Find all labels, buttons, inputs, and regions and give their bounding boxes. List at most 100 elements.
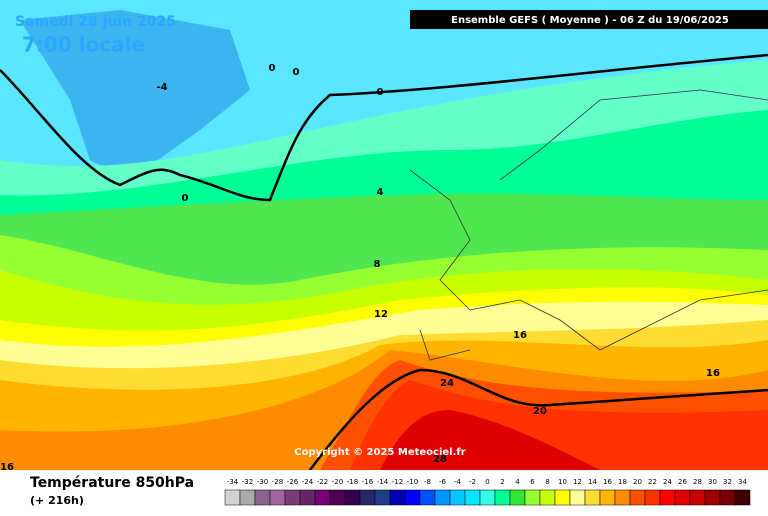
scale-swatch xyxy=(389,489,406,506)
scale-swatch xyxy=(254,489,271,506)
map: Ensemble GEFS ( Moyenne ) - 06 Z du 19/0… xyxy=(0,0,768,473)
scale-swatch xyxy=(359,489,376,506)
scale-label: -14 xyxy=(377,478,389,486)
scale-label: -6 xyxy=(439,478,447,486)
scale-label: -30 xyxy=(257,478,268,486)
scale-swatch xyxy=(464,489,481,506)
scale-swatch xyxy=(479,489,496,506)
contour-label: 16 xyxy=(513,330,527,341)
scale-label: -4 xyxy=(454,478,462,486)
scale-swatch xyxy=(644,489,661,506)
scale-swatch xyxy=(554,489,571,506)
scale-swatch xyxy=(584,489,601,506)
scale-label: -16 xyxy=(362,478,374,486)
greenland-cold xyxy=(20,10,250,180)
time-label: 7:00 locale xyxy=(22,33,145,57)
scale-swatch xyxy=(509,489,526,506)
scale-swatch xyxy=(239,489,256,506)
contour-line xyxy=(0,53,768,202)
scale-label: 14 xyxy=(588,478,597,486)
scale-swatch xyxy=(494,489,511,506)
scale-label: 10 xyxy=(558,478,567,486)
scale-swatch xyxy=(299,489,316,506)
contour-label: 12 xyxy=(374,309,388,320)
scale-label: 0 xyxy=(485,478,489,486)
scale-label: 24 xyxy=(663,478,672,486)
scale-swatch xyxy=(269,489,286,506)
contour-label: 0 xyxy=(293,67,300,78)
scale-swatch xyxy=(434,489,451,506)
band xyxy=(380,410,600,470)
scale-label: -8 xyxy=(424,478,431,486)
contour-label: 4 xyxy=(377,187,384,198)
scale-label: -12 xyxy=(392,478,403,486)
scale-label: 18 xyxy=(618,478,627,486)
scale-swatch xyxy=(314,489,331,506)
scale-swatch xyxy=(329,489,346,506)
scale-label: 34 xyxy=(738,478,747,486)
scale-swatch xyxy=(419,489,436,506)
contour-label: 0 xyxy=(182,193,189,204)
scale-swatch xyxy=(659,489,676,506)
scale-label: -26 xyxy=(287,478,299,486)
scale-swatch xyxy=(284,489,301,506)
contour-label: 0 xyxy=(269,63,276,74)
scale-label: 4 xyxy=(515,478,520,486)
scale-label: 30 xyxy=(708,478,717,486)
scale-swatch xyxy=(599,489,616,506)
scale-label: 20 xyxy=(633,478,642,486)
scale-label: 2 xyxy=(500,478,504,486)
scale-label: 6 xyxy=(530,478,535,486)
scale-swatch xyxy=(404,489,421,506)
contour-label: 20 xyxy=(533,406,547,417)
scale-label: -28 xyxy=(272,478,283,486)
contour-line xyxy=(309,368,768,471)
scale-swatch xyxy=(569,489,586,506)
contour-labels: -4 0 0 0 0 4 8 12 16 16 20 24 28 16 xyxy=(0,63,720,473)
scale-label: 32 xyxy=(723,478,732,486)
scale-swatch xyxy=(689,489,706,506)
contour-label: 16 xyxy=(706,368,720,379)
scale-swatch xyxy=(224,489,241,506)
contour-label: -4 xyxy=(156,82,167,93)
scale-swatch xyxy=(629,489,646,506)
scale-swatch xyxy=(704,489,721,506)
contour-label: 16 xyxy=(0,462,14,473)
scale-label: 22 xyxy=(648,478,657,486)
scale-label: -32 xyxy=(242,478,253,486)
contour-label: 8 xyxy=(374,259,381,270)
scale-label: 12 xyxy=(573,478,582,486)
scale-swatch xyxy=(524,489,541,506)
scale-label: 16 xyxy=(603,478,612,486)
scale-swatch xyxy=(719,489,736,506)
contour-label: 0 xyxy=(377,87,384,98)
scale-swatch xyxy=(734,489,751,506)
model-info: Ensemble GEFS ( Moyenne ) - 06 Z du 19/0… xyxy=(451,15,729,26)
scale-label: 28 xyxy=(693,478,702,486)
scale-swatch xyxy=(614,489,631,506)
coastline xyxy=(409,89,768,361)
scale-label: -10 xyxy=(407,478,418,486)
scale-swatch xyxy=(674,489,691,506)
scale-label: -20 xyxy=(332,478,343,486)
scale-label: -34 xyxy=(227,478,239,486)
scale-swatch xyxy=(344,489,361,506)
scale-label: 8 xyxy=(545,478,549,486)
lead-time: (+ 216h) xyxy=(30,494,84,507)
copyright: Copyright © 2025 Meteociel.fr xyxy=(294,447,465,458)
contour-label: 28 xyxy=(433,454,447,465)
scale-label: -22 xyxy=(317,478,328,486)
model-banner xyxy=(410,10,768,29)
scale-swatch xyxy=(449,489,466,506)
scale-swatch xyxy=(539,489,556,506)
date-label: Samedi 28 juin 2025 xyxy=(15,14,176,30)
scale-label: -2 xyxy=(469,478,476,486)
scale-label: -18 xyxy=(347,478,358,486)
contour-label: 24 xyxy=(440,378,454,389)
scale-label: 26 xyxy=(678,478,687,486)
scale-label: -24 xyxy=(302,478,314,486)
legend-title: Température 850hPa xyxy=(30,475,194,491)
scale-swatch xyxy=(374,489,391,506)
color-scale: -34 -32 -30 -28 -26 -24 -22 -20 -18 -16 -14 -12 -10-… xyxy=(224,478,751,506)
